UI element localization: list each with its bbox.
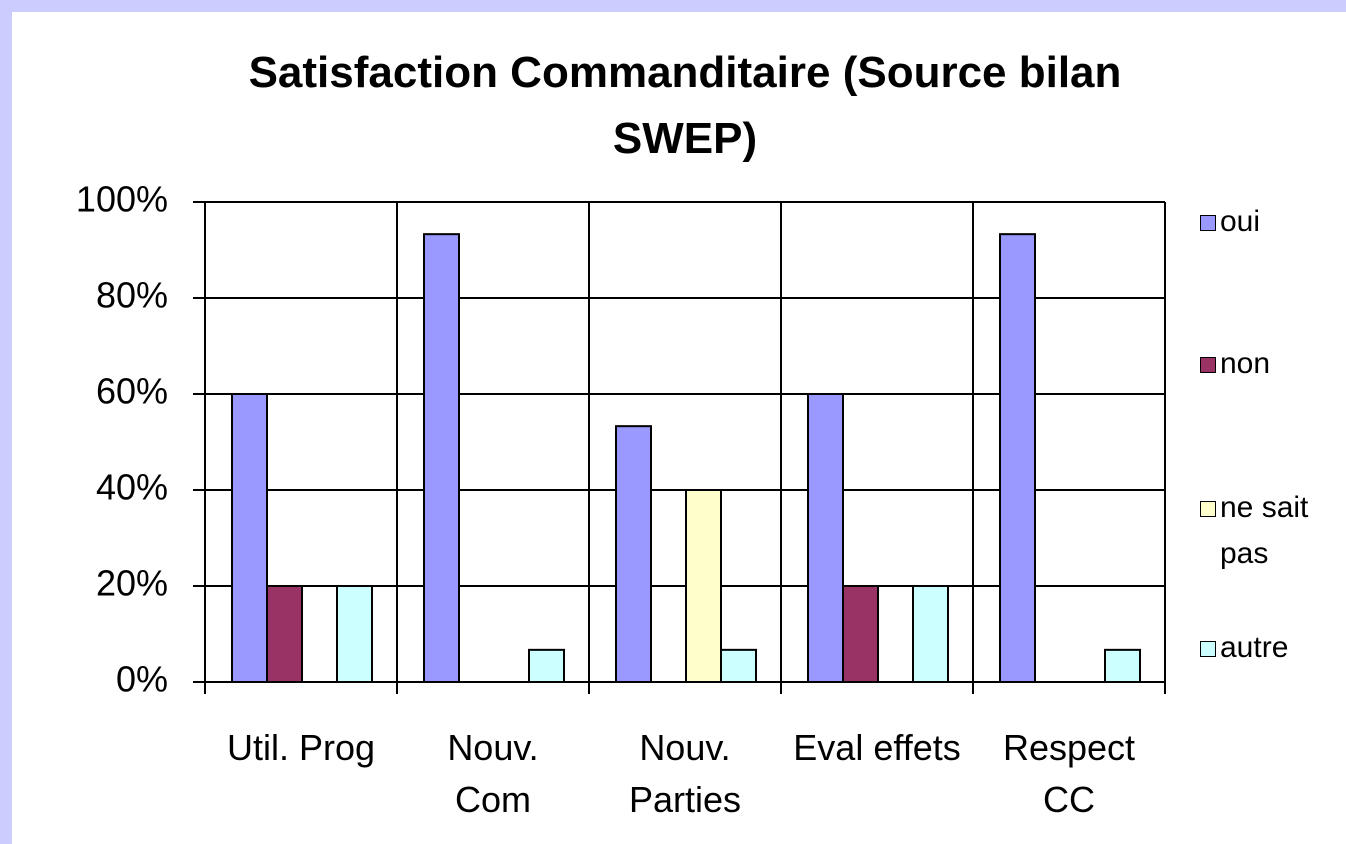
bar (1104, 648, 1141, 684)
legend-swatch (1200, 357, 1216, 373)
legend-label: ne sait pas (1220, 491, 1309, 570)
legend-swatch (1200, 215, 1216, 231)
bar (685, 489, 722, 683)
bar (528, 648, 565, 684)
bar (807, 393, 844, 683)
legend-label: non (1220, 347, 1271, 380)
bar (615, 425, 652, 683)
x-tick-label: Eval effets (793, 727, 961, 768)
y-tick-label: 20% (96, 563, 168, 604)
x-tick-label: Respect CC (1002, 727, 1136, 820)
y-tick-label: 0% (116, 659, 168, 700)
bar (912, 585, 949, 683)
bar (336, 585, 373, 683)
x-tick-label: Nouv. Parties (628, 727, 742, 820)
legend-label: oui (1220, 205, 1261, 238)
bar (231, 393, 268, 683)
x-tick-label: Util. Prog (226, 727, 376, 768)
legend-swatch (1200, 501, 1216, 517)
y-tick-label: 40% (96, 467, 168, 508)
y-tick-label: 80% (96, 275, 168, 316)
chart-title: Satisfaction Commanditaire (Source bilan… (248, 48, 1122, 163)
legend-swatch (1200, 641, 1216, 657)
y-tick-label: 60% (96, 371, 168, 412)
x-tick-label: Nouv. Com (447, 727, 539, 820)
y-tick-label: 100% (76, 179, 168, 220)
legend-label: autre (1220, 631, 1289, 664)
bar (266, 585, 303, 683)
bar (423, 233, 460, 683)
bar (720, 648, 757, 684)
bar (842, 585, 879, 683)
bar (999, 233, 1036, 683)
